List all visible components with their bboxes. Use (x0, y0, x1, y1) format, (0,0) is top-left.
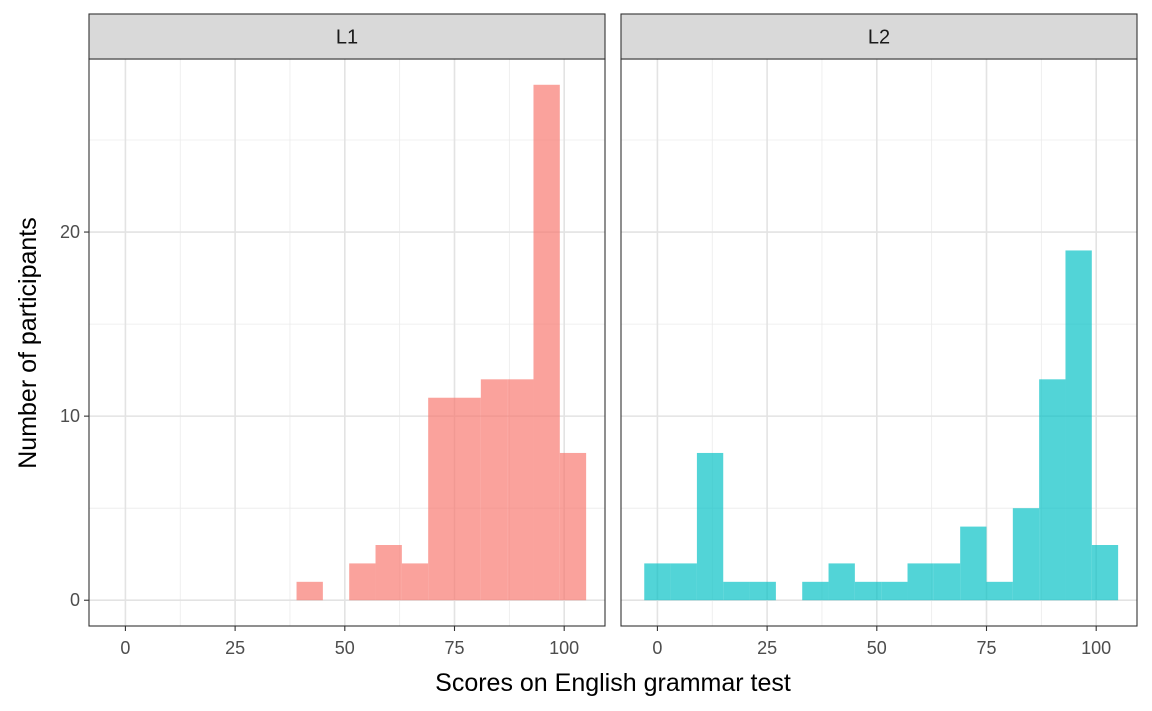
histogram-bar (1065, 250, 1092, 601)
histogram-bar (723, 581, 750, 601)
y-tick-label: 10 (60, 406, 80, 426)
x-tick-label: 25 (757, 638, 777, 658)
histogram-bar (933, 563, 961, 601)
histogram-bar (986, 581, 1013, 601)
panel-l1: L1 0 25 50 75 100 (88, 13, 606, 658)
histogram-bar (1039, 379, 1066, 601)
histogram-bar (559, 452, 587, 601)
histogram-bar (802, 581, 829, 601)
histogram-bar (960, 526, 987, 601)
y-ticks: 0 10 20 (60, 222, 89, 610)
histogram-bar (428, 397, 455, 601)
x-tick-label: 75 (444, 638, 464, 658)
histogram-bar (881, 581, 908, 601)
histogram-bar (828, 563, 855, 601)
x-tick-label: 100 (1081, 638, 1111, 658)
histogram-bar (454, 397, 481, 601)
histogram-bar (533, 84, 560, 601)
histogram-bar (696, 452, 724, 601)
histogram-bar (907, 563, 934, 601)
y-tick-label: 20 (60, 222, 80, 242)
histogram-bar (401, 563, 429, 601)
histogram-bar (375, 545, 402, 601)
y-axis: Number of participants (14, 217, 42, 469)
histogram-bar (507, 379, 534, 601)
panel-l2: L2 0 25 50 75 100 (620, 13, 1138, 658)
x-tick-label: 0 (120, 638, 130, 658)
histogram-bar (480, 379, 508, 601)
x-tick-label: 25 (225, 638, 245, 658)
panels: L1 0 25 50 75 100 L2 0 25 50 75 100 (88, 13, 1138, 658)
histogram-bar (1012, 508, 1040, 601)
histogram-bar (854, 581, 882, 601)
x-tick-label: 0 (652, 638, 662, 658)
histogram-bar (349, 563, 376, 601)
histogram-bar (1091, 545, 1119, 601)
facet-strip (620, 13, 1138, 60)
histogram-bar (644, 563, 671, 601)
x-tick-label: 50 (335, 638, 355, 658)
y-tick-label: 0 (70, 590, 80, 610)
x-tick-label: 100 (549, 638, 579, 658)
facet-strip-label: L1 (336, 27, 358, 49)
y-axis-title: Number of participants (14, 217, 42, 469)
x-tick-label: 75 (976, 638, 996, 658)
histogram-bar (749, 581, 776, 601)
facet-strip (88, 13, 606, 60)
histogram-bar (670, 563, 697, 601)
x-tick-label: 50 (867, 638, 887, 658)
x-axis-title: Scores on English grammar test (435, 669, 791, 697)
histogram-bar (296, 581, 323, 601)
facet-strip-label: L2 (868, 27, 890, 49)
